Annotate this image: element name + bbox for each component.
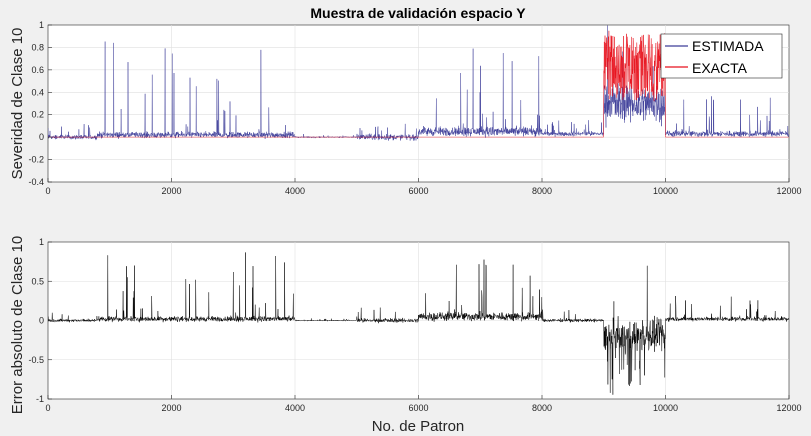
- x-tick-label: 0: [45, 186, 50, 196]
- x-tick-label: 4000: [285, 403, 305, 413]
- x-tick-label: 10000: [653, 403, 678, 413]
- top-chart: 0 2000 4000 6000 8000 10000 12000 -0.4 -0.2 0 0.2…: [9, 5, 802, 196]
- bottom-series-group: [48, 252, 789, 395]
- series-line-1-0: [48, 252, 789, 395]
- y-tick-label: 0.5: [31, 276, 44, 286]
- y-tick-label: 0: [39, 132, 44, 142]
- top-chart-title: Muestra de validación espacio Y: [310, 5, 526, 21]
- legend-label-exacta: EXACTA: [692, 60, 748, 76]
- bottom-x-axis-label: No. de Patron: [372, 418, 465, 435]
- top-x-ticks: 0 2000 4000 6000 8000 10000 12000: [45, 178, 802, 196]
- y-tick-label: 0: [39, 316, 44, 326]
- y-tick-label: 0.8: [31, 42, 44, 52]
- top-y-axis-label: Severidad de Clase 10: [9, 28, 26, 180]
- legend-label-estimada: ESTIMADA: [692, 38, 764, 54]
- bottom-y-axis-label: Error absoluto de Clase 10: [9, 236, 26, 414]
- y-tick-label: -0.4: [28, 177, 44, 187]
- y-tick-label: 1: [39, 237, 44, 247]
- legend-box: [660, 33, 783, 79]
- x-tick-label: 0: [45, 403, 50, 413]
- x-tick-label: 4000: [285, 186, 305, 196]
- y-tick-label: 0.2: [31, 110, 44, 120]
- y-tick-label: 1: [39, 20, 44, 30]
- x-tick-label: 8000: [532, 186, 552, 196]
- x-tick-label: 8000: [532, 403, 552, 413]
- legend: ESTIMADA EXACTA: [660, 33, 783, 79]
- bottom-y-ticks: -1 -0.5 0 0.5 1: [28, 237, 52, 404]
- x-tick-label: 2000: [161, 403, 181, 413]
- bottom-x-ticks: 0 2000 4000 6000 8000 10000 12000: [45, 395, 802, 413]
- y-tick-label: -0.2: [28, 155, 44, 165]
- x-tick-label: 2000: [161, 186, 181, 196]
- top-y-ticks: -0.4 -0.2 0 0.2 0.4 0.6 0.8 1: [28, 20, 52, 187]
- bottom-chart: 0 2000 4000 6000 8000 10000 12000 -1-0.500.51 …: [9, 236, 802, 435]
- y-tick-label: -1: [36, 394, 44, 404]
- x-tick-label: 6000: [408, 186, 428, 196]
- x-tick-label: 12000: [776, 403, 801, 413]
- y-tick-label: 0.4: [31, 87, 44, 97]
- x-tick-label: 10000: [653, 186, 678, 196]
- x-tick-label: 12000: [776, 186, 801, 196]
- y-tick-label: -0.5: [28, 355, 44, 365]
- x-tick-label: 6000: [408, 403, 428, 413]
- y-tick-label: 0.6: [31, 65, 44, 75]
